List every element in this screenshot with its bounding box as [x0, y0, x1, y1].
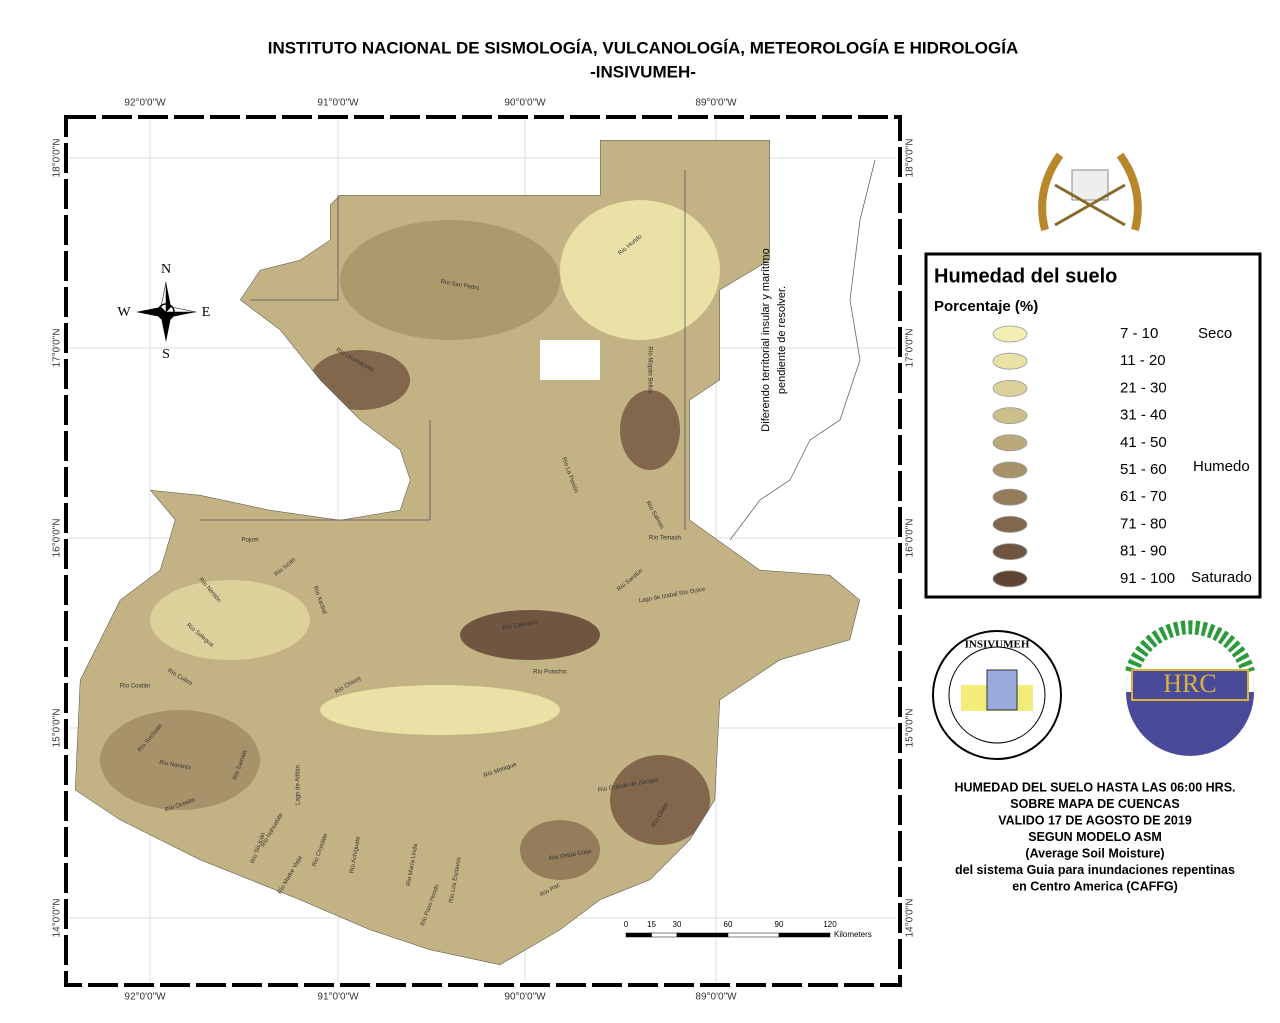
scale-segment	[651, 932, 678, 938]
scale-label: 60	[724, 920, 733, 929]
latitude-label: 14°0'0"N	[905, 899, 916, 938]
legend-swatch	[992, 434, 1028, 452]
coastline	[729, 159, 876, 541]
river-label: Lago de Atitlán	[296, 765, 302, 805]
logo-text: HRC	[1163, 669, 1216, 698]
legend-class: Humedo	[1193, 458, 1250, 475]
logo-text: INSIVUMEH	[965, 639, 1030, 651]
legend-title: Humedad del suelo	[934, 265, 1117, 287]
dispute-line: pendiente de resolver.	[776, 286, 788, 394]
legend-label: 7 - 10	[1120, 325, 1158, 342]
legend-swatch	[992, 543, 1028, 560]
border-line	[200, 170, 686, 530]
insivumeh-logo: INSIVUMEH	[932, 630, 1062, 760]
compass-w: W	[117, 305, 131, 320]
scale-segment	[676, 932, 729, 938]
scale-segment	[778, 932, 831, 938]
scale-label: 0	[624, 920, 629, 929]
latitude-label: 16°0'0"N	[52, 519, 63, 558]
legend-swatch	[992, 352, 1028, 370]
river-label: Río Naranjo	[159, 760, 192, 772]
legend-label: 61 - 70	[1120, 488, 1167, 505]
longitude-label: 92°0'0"W	[124, 98, 166, 109]
compass-s: S	[162, 347, 170, 362]
info-line: SEGUN MODELO ASM	[1028, 830, 1162, 844]
legend-swatch	[992, 379, 1028, 397]
scale-label: 120	[823, 920, 837, 929]
scale-segment	[625, 932, 652, 938]
legend-swatch	[992, 516, 1028, 533]
longitude-label: 91°0'0"W	[317, 992, 359, 1003]
legend-label: 71 - 80	[1120, 515, 1167, 532]
compass-n: N	[161, 262, 171, 277]
latitude-label: 15°0'0"N	[52, 709, 63, 748]
legend-label: 91 - 100	[1120, 570, 1175, 587]
legend-label: 81 - 90	[1120, 543, 1167, 560]
compass-e: E	[202, 305, 211, 320]
latitude-label: 15°0'0"N	[905, 709, 916, 748]
subtitle: -INSIVUMEH-	[590, 62, 696, 81]
info-line: HUMEDAD DEL SUELO HASTA LAS 06:00 HRS.	[954, 780, 1235, 794]
legend-swatch	[992, 570, 1028, 588]
latitude-label: 17°0'0"N	[52, 329, 63, 368]
legend-label: 11 - 20	[1120, 352, 1166, 369]
latitude-label: 16°0'0"N	[905, 519, 916, 558]
latitude-label: 14°0'0"N	[52, 899, 63, 938]
legend-label: 31 - 40	[1120, 407, 1167, 424]
dispute-line: Diferendo territorial insular y marítimo	[760, 248, 772, 431]
scale-segment	[727, 932, 780, 938]
dispute-note: Diferendo territorial insular y marítimo…	[760, 248, 788, 431]
legend-swatch	[992, 325, 1028, 343]
scale-label: 15	[647, 920, 656, 929]
map-frame	[64, 115, 902, 987]
latitude-label: 18°0'0"N	[52, 139, 63, 178]
legend-class: Saturado	[1191, 569, 1252, 586]
latitude-label: 18°0'0"N	[905, 139, 916, 178]
longitude-label: 89°0'0"W	[695, 98, 737, 109]
coat-of-arms	[1038, 152, 1142, 231]
info-line: (Average Soil Moisture)	[1025, 846, 1164, 860]
river-label: Río Coatán	[120, 684, 150, 690]
scale-label: 30	[673, 920, 682, 929]
longitude-label: 91°0'0"W	[317, 98, 359, 109]
legend-swatch	[992, 488, 1028, 506]
legend-swatch	[992, 461, 1028, 479]
river-label: Río Mopán Belice	[646, 346, 652, 394]
river-label: Pojom	[241, 538, 258, 544]
river-label: Río Polochic	[533, 670, 567, 676]
scale-label: 90	[775, 920, 784, 929]
longitude-label: 89°0'0"W	[695, 992, 737, 1003]
legend-box	[924, 252, 1262, 599]
info-line: en Centro America (CAFFG)	[1012, 879, 1178, 893]
title: INSTITUTO NACIONAL DE SISMOLOGÍA, VULCAN…	[268, 38, 1019, 57]
latitude-label: 17°0'0"N	[905, 329, 916, 368]
hrc-logo: HRC	[1125, 620, 1255, 756]
legend-label: 21 - 30	[1120, 379, 1167, 396]
legend-label: 41 - 50	[1120, 434, 1167, 451]
scale-unit: Kilometers	[834, 930, 872, 939]
legend-label: 51 - 60	[1120, 461, 1167, 478]
legend-swatch	[992, 407, 1028, 425]
longitude-label: 90°0'0"W	[504, 992, 546, 1003]
longitude-label: 92°0'0"W	[124, 992, 166, 1003]
moisture-raster	[75, 140, 860, 965]
info-line: VALIDO 17 DE AGOSTO DE 2019	[998, 813, 1192, 827]
river-label: Río Temash	[649, 536, 681, 542]
legend-subtitle: Porcentaje (%)	[934, 298, 1038, 315]
longitude-label: 90°0'0"W	[504, 98, 546, 109]
legend-class: Seco	[1198, 325, 1232, 342]
info-line: SOBRE MAPA DE CUENCAS	[1010, 797, 1179, 811]
info-line: del sistema Guia para inundaciones repen…	[955, 863, 1235, 877]
compass-rose	[136, 281, 197, 342]
